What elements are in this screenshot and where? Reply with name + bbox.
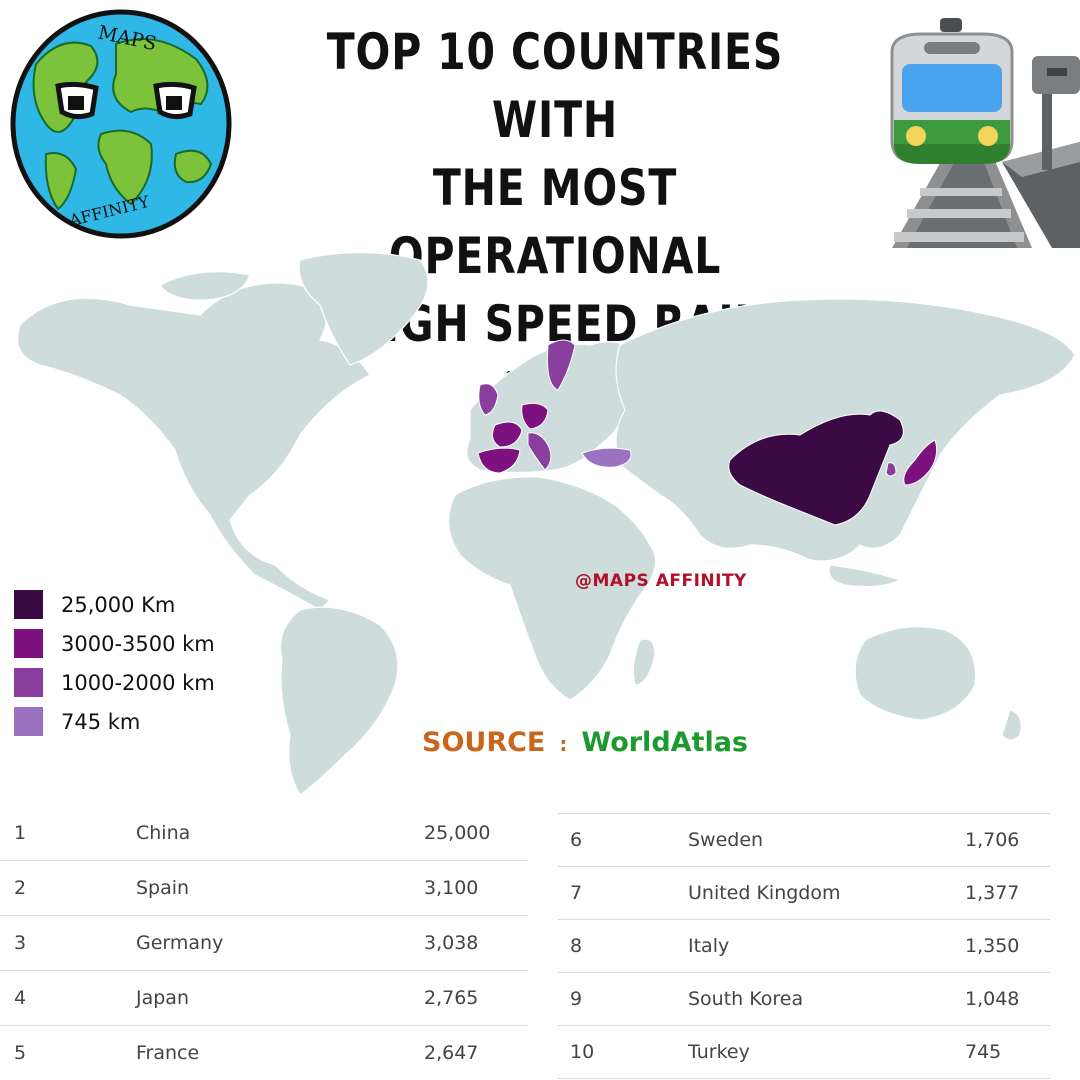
country-cell: United Kingdom — [688, 882, 841, 904]
highlighted-countries — [477, 339, 938, 526]
km-cell: 2,765 — [424, 987, 479, 1009]
rank-cell: 9 — [570, 988, 583, 1010]
country-cell: Germany — [136, 932, 224, 954]
table-row: 2 Spain 3,100 — [0, 861, 528, 916]
sweden-region — [547, 339, 576, 391]
rank-cell: 4 — [14, 987, 27, 1009]
uk-region — [478, 383, 499, 416]
legend-item: 1000-2000 km — [14, 663, 215, 702]
japan-region — [903, 439, 938, 486]
train-icon — [890, 18, 1080, 248]
australia-land — [854, 626, 977, 721]
south-korea-region — [885, 462, 897, 477]
africa-land — [447, 476, 657, 701]
legend-label: 745 km — [61, 709, 141, 734]
km-cell: 1,706 — [965, 829, 1020, 851]
maps-affinity-logo: MAPS AFFINITY — [10, 9, 232, 239]
rank-cell: 3 — [14, 932, 27, 954]
source-separator: : — [559, 732, 568, 756]
km-cell: 3,038 — [424, 932, 479, 954]
turkey-region — [581, 447, 632, 468]
legend-item: 745 km — [14, 702, 215, 741]
title-line-2: THE MOST OPERATIONAL — [388, 159, 722, 285]
legend-label: 1000-2000 km — [61, 670, 215, 695]
table-row: 10 Turkey 745 — [558, 1026, 1050, 1079]
rank-cell: 6 — [570, 829, 583, 851]
table-row: 9 South Korea 1,048 — [558, 973, 1050, 1026]
legend-swatch — [14, 668, 43, 697]
arctic-islands-land — [159, 271, 251, 301]
indonesia-land — [828, 564, 902, 588]
ranking-table-right: 6 Sweden 1,706 7 United Kingdom 1,377 8 Italy… — [558, 813, 1050, 1079]
italy-region — [527, 432, 552, 471]
km-cell: 3,100 — [424, 877, 479, 899]
madagascar-land — [632, 638, 656, 686]
km-cell: 2,647 — [424, 1042, 479, 1064]
legend-item: 3000-3500 km — [14, 624, 215, 663]
rank-cell: 10 — [570, 1041, 595, 1063]
source-value: WorldAtlas — [581, 727, 748, 758]
south-america-land — [279, 606, 399, 796]
legend-swatch — [14, 590, 43, 619]
rank-cell: 5 — [14, 1042, 27, 1064]
title-line-1: TOP 10 COUNTRIES WITH — [326, 23, 784, 149]
map-legend: 25,000 Km 3000-3500 km 1000-2000 km 745 … — [14, 585, 215, 741]
france-region — [491, 421, 523, 448]
km-cell: 1,048 — [965, 988, 1020, 1010]
table-row: 5 France 2,647 — [0, 1026, 528, 1080]
km-cell: 745 — [965, 1041, 1002, 1063]
country-cell: South Korea — [688, 988, 804, 1010]
km-cell: 25,000 — [424, 822, 491, 844]
table-row: 3 Germany 3,038 — [0, 916, 528, 971]
watermark-text: @MAPS AFFINITY — [575, 571, 747, 591]
legend-item: 25,000 Km — [14, 585, 215, 624]
table-row: 7 United Kingdom 1,377 — [558, 867, 1050, 920]
rank-cell: 1 — [14, 822, 27, 844]
new-zealand-land — [1001, 709, 1022, 741]
source-credit: SOURCE: WorldAtlas — [422, 727, 748, 758]
table-row: 8 Italy 1,350 — [558, 920, 1050, 973]
legend-label: 25,000 Km — [61, 592, 176, 617]
north-america-land — [16, 282, 371, 611]
rank-cell: 7 — [570, 882, 583, 904]
country-cell: France — [136, 1042, 200, 1064]
source-label: SOURCE — [422, 727, 546, 758]
country-cell: Italy — [688, 935, 730, 957]
table-row: 6 Sweden 1,706 — [558, 814, 1050, 867]
table-row: 4 Japan 2,765 — [0, 971, 528, 1026]
table-row: 1 China 25,000 — [0, 806, 528, 861]
country-cell: Sweden — [688, 829, 764, 851]
km-cell: 1,350 — [965, 935, 1020, 957]
country-cell: Japan — [136, 987, 189, 1009]
legend-swatch — [14, 629, 43, 658]
spain-region — [477, 447, 521, 474]
legend-label: 3000-3500 km — [61, 631, 215, 656]
china-region — [728, 410, 904, 526]
km-cell: 1,377 — [965, 882, 1020, 904]
legend-swatch — [14, 707, 43, 736]
country-cell: Spain — [136, 877, 190, 899]
rank-cell: 2 — [14, 877, 27, 899]
world-map — [16, 251, 1076, 796]
ranking-table-left: 1 China 25,000 2 Spain 3,100 3 Germany 3,038 4… — [0, 806, 528, 1080]
germany-region — [521, 402, 549, 430]
greenland-land — [298, 251, 429, 366]
rank-cell: 8 — [570, 935, 583, 957]
country-cell: Turkey — [688, 1041, 750, 1063]
country-cell: China — [136, 822, 191, 844]
